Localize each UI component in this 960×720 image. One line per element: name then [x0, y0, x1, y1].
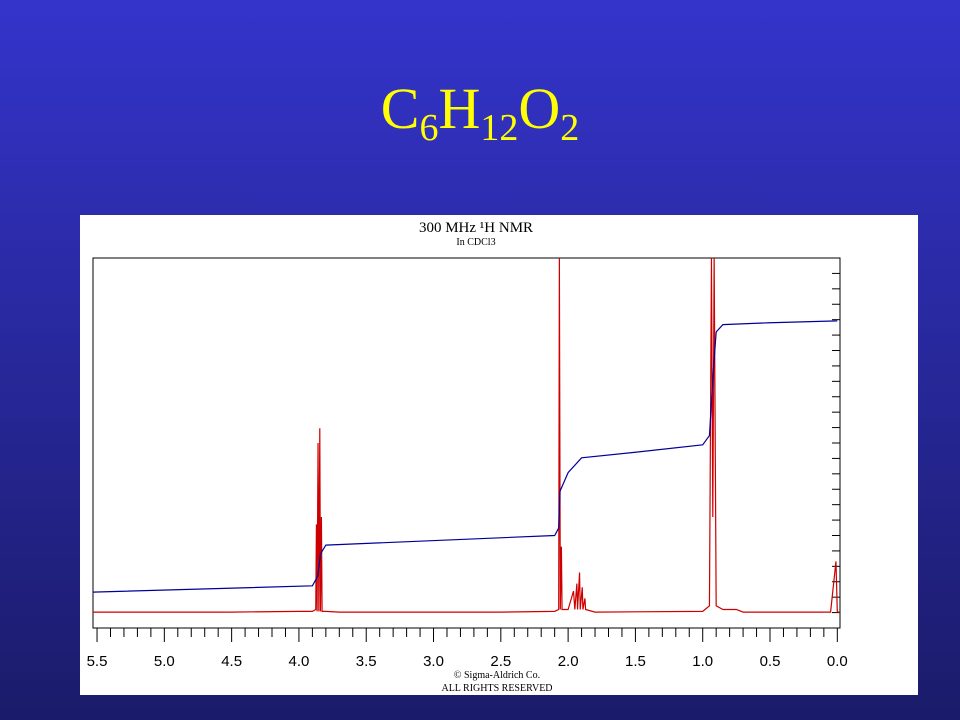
trace — [92, 320, 838, 593]
x-tick-label: 2.5 — [490, 653, 511, 670]
x-tick-label: 5.5 — [87, 653, 108, 670]
x-tick-label: 3.0 — [423, 653, 444, 670]
trace — [93, 257, 840, 613]
chart-subtitle: In CDCl3 — [456, 237, 495, 248]
x-tick-label: 1.5 — [625, 653, 646, 670]
copyright: © Sigma-Aldrich Co. — [454, 670, 540, 681]
subscript: 2 — [560, 107, 579, 149]
element: C — [381, 76, 420, 141]
subscript: 12 — [480, 107, 518, 149]
x-tick-label: 0.0 — [827, 653, 848, 670]
x-tick-label: 2.0 — [558, 653, 579, 670]
subscript: 6 — [419, 107, 438, 149]
x-tick-label: 0.5 — [760, 653, 781, 670]
element: O — [518, 76, 560, 141]
spectrum-panel — [80, 215, 918, 695]
copyright: ALL RIGHTS RESERVED — [441, 683, 552, 694]
x-tick-label: 1.0 — [692, 653, 713, 670]
element: H — [438, 76, 480, 141]
x-tick-label: 4.5 — [221, 653, 242, 670]
chart-title: 300 MHz ¹H NMR — [419, 220, 533, 236]
x-tick-label: 5.0 — [154, 653, 175, 670]
slide-title: C6H12O2 — [381, 76, 579, 149]
x-tick-label: 4.0 — [289, 653, 310, 670]
x-tick-label: 3.5 — [356, 653, 377, 670]
